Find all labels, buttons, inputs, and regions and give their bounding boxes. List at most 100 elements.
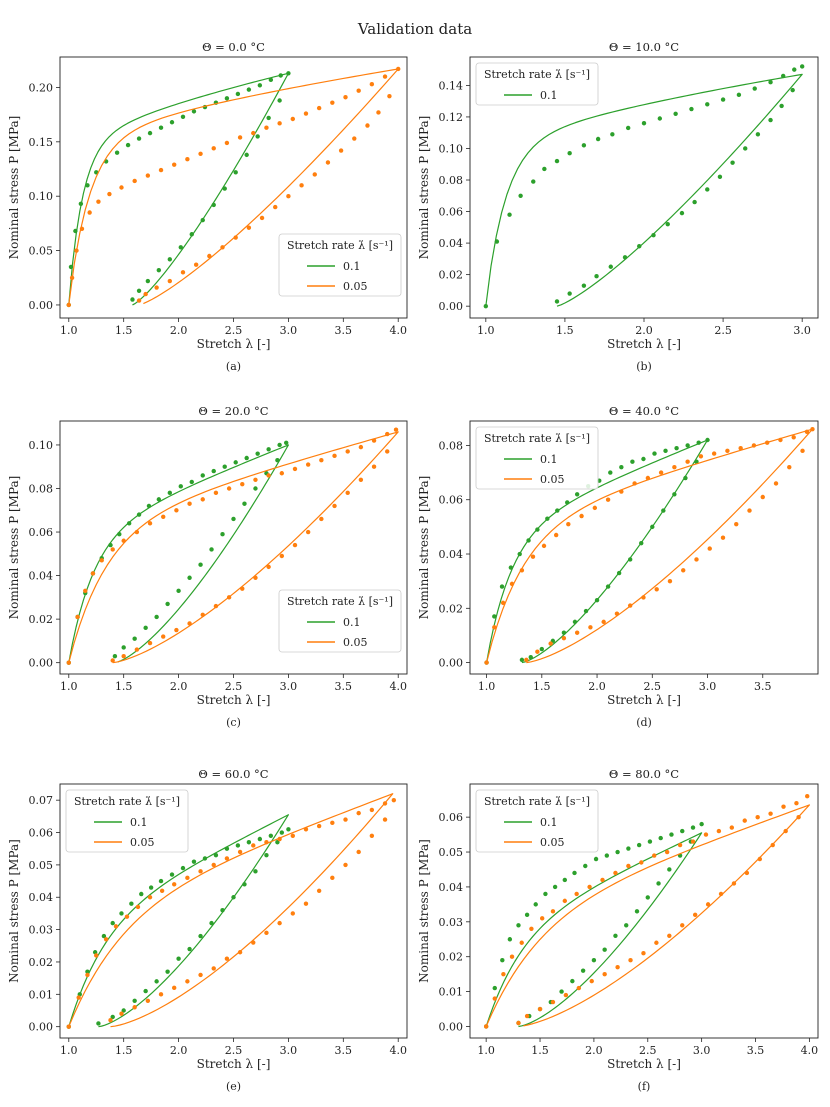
y-tick-label: 0.00 xyxy=(439,1020,464,1033)
legend: Stretch rate λ̇ [s⁻¹] 0.1 0.05 xyxy=(278,589,402,653)
data-point-green xyxy=(257,83,263,88)
data-point-green xyxy=(136,288,142,294)
data-point-orange xyxy=(385,431,390,437)
data-point-green xyxy=(198,562,203,567)
data-point-green xyxy=(110,1014,115,1020)
data-point-green xyxy=(634,909,640,914)
x-tick-label: 1.0 xyxy=(60,324,78,337)
data-point-orange xyxy=(251,130,256,136)
data-point-green xyxy=(543,891,548,897)
data-point-green xyxy=(565,500,570,505)
data-point-green xyxy=(119,911,124,916)
data-point-green xyxy=(266,115,271,121)
data-point-green xyxy=(608,264,613,269)
data-point-green xyxy=(594,597,600,603)
data-point-green xyxy=(235,91,241,97)
data-point-orange xyxy=(654,940,659,945)
data-point-green xyxy=(165,601,170,607)
legend-box xyxy=(278,233,402,297)
y-tick-label: 0.10 xyxy=(29,439,54,452)
data-point-orange xyxy=(791,435,796,440)
x-tick-label: 1.5 xyxy=(531,1044,549,1057)
data-point-orange xyxy=(615,964,620,970)
data-point-green xyxy=(222,464,227,469)
panel-title: Θ = 60.0 °C xyxy=(198,767,268,781)
x-axis-label: Stretch λ [-] xyxy=(607,1057,681,1071)
data-point-green xyxy=(189,232,194,237)
data-point-green xyxy=(213,852,219,858)
data-point-orange xyxy=(587,884,592,890)
data-point-orange xyxy=(198,151,203,156)
data-point-orange xyxy=(734,521,739,527)
data-point-orange xyxy=(99,558,104,563)
y-tick-label: 0.02 xyxy=(29,956,54,969)
y-tick-label: 0.14 xyxy=(439,79,464,92)
x-tick-label: 3.5 xyxy=(335,680,353,693)
y-tick-label: 0.00 xyxy=(439,300,464,313)
data-point-green xyxy=(781,73,786,79)
data-point-orange xyxy=(613,870,618,876)
data-point-orange xyxy=(69,275,75,280)
data-point-orange xyxy=(264,125,269,130)
data-point-orange xyxy=(757,856,763,862)
data-point-orange xyxy=(382,817,388,822)
data-point-green xyxy=(531,179,536,184)
data-point-green xyxy=(647,839,653,844)
data-point-orange xyxy=(509,581,515,587)
legend-title: Stretch rate λ̇ [s⁻¹] xyxy=(484,432,590,445)
data-point-green xyxy=(244,455,249,461)
data-point-green xyxy=(705,102,710,107)
legend-box xyxy=(65,789,189,853)
data-point-orange xyxy=(316,105,322,111)
data-point-green xyxy=(200,473,205,478)
data-point-orange xyxy=(325,160,331,165)
data-point-orange xyxy=(312,172,317,177)
data-point-green xyxy=(636,842,642,848)
y-axis-label: Nominal stress P [MPa] xyxy=(7,476,21,620)
data-point-orange xyxy=(279,471,285,476)
data-point-orange xyxy=(172,162,177,167)
x-tick-label: 4.0 xyxy=(389,680,407,693)
y-tick-label: 0.10 xyxy=(439,142,464,155)
data-point-green xyxy=(591,958,597,963)
data-point-orange xyxy=(124,914,130,919)
x-tick-label: 1.5 xyxy=(115,680,133,693)
x-tick-label: 1.0 xyxy=(60,1044,78,1057)
data-point-orange xyxy=(290,116,295,122)
data-point-orange xyxy=(576,985,582,991)
data-point-green xyxy=(524,912,530,918)
panel-label: (a) xyxy=(226,360,241,373)
data-point-green xyxy=(535,527,540,532)
data-point-orange xyxy=(145,998,151,1003)
data-point-orange xyxy=(319,457,324,463)
data-point-orange xyxy=(94,953,99,958)
legend: Stretch rate λ̇ [s⁻¹] 0.1 0.05 xyxy=(65,789,189,853)
data-point-orange xyxy=(365,123,370,128)
data-point-green xyxy=(768,117,773,123)
data-point-green xyxy=(545,516,550,521)
data-point-orange xyxy=(299,183,304,188)
legend: Stretch rate λ̇ [s⁻¹] 0.1 0.05 xyxy=(278,233,402,297)
data-point-orange xyxy=(110,658,115,663)
data-point-orange xyxy=(213,603,219,609)
y-tick-label: 0.06 xyxy=(29,526,54,539)
data-point-orange xyxy=(145,173,151,178)
y-tick-label: 0.00 xyxy=(439,657,464,670)
panel-label: (b) xyxy=(636,360,652,373)
data-point-green xyxy=(656,881,661,886)
data-point-green xyxy=(211,202,216,208)
data-point-orange xyxy=(639,860,644,865)
data-point-green xyxy=(220,907,225,913)
data-point-green xyxy=(528,654,533,660)
data-point-green xyxy=(507,212,512,217)
x-axis-label: Stretch λ [-] xyxy=(607,337,681,351)
data-point-orange xyxy=(796,814,801,820)
data-point-orange xyxy=(654,587,659,592)
y-tick-label: 0.02 xyxy=(439,602,464,615)
data-point-green xyxy=(143,625,148,631)
data-point-orange xyxy=(550,909,556,914)
x-tick-label: 1.5 xyxy=(115,1044,133,1057)
data-point-green xyxy=(268,833,274,838)
data-point-orange xyxy=(396,66,401,72)
data-point-orange xyxy=(185,157,190,162)
